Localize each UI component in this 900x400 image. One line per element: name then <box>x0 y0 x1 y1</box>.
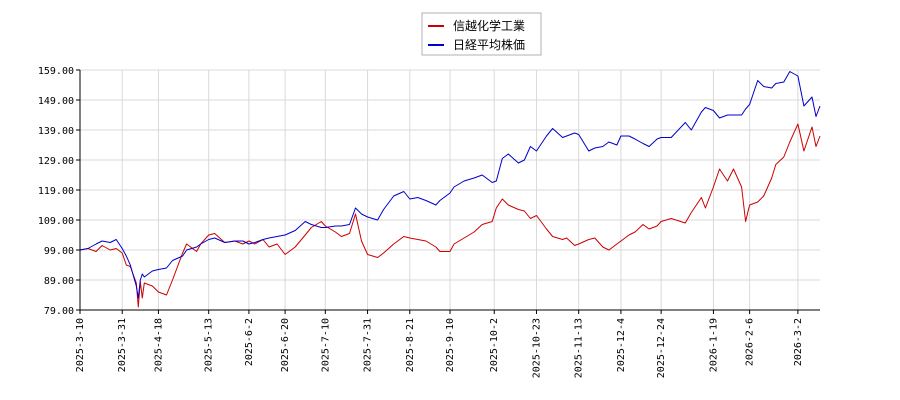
x-tick-label: 2025-6-2 <box>244 318 255 366</box>
legend: 信越化学工業 日経平均株価 <box>421 12 542 56</box>
series-line-1 <box>79 123 821 308</box>
y-tick-label: 149.00 <box>38 96 74 107</box>
x-tick-label: 2025-4-18 <box>153 318 164 372</box>
series-line-2 <box>79 71 821 299</box>
y-tick-label: 79.00 <box>44 306 74 317</box>
y-tick-label: 109.00 <box>38 216 74 227</box>
x-tick-label: 2026-2-6 <box>745 318 756 366</box>
x-tick-label: 2025-7-10 <box>320 318 331 372</box>
x-tick-label: 2025-11-13 <box>574 318 585 378</box>
y-tick-label: 89.00 <box>44 276 74 287</box>
x-tick-label: 2025-3-31 <box>117 318 128 372</box>
series-group <box>79 71 821 308</box>
legend-label-series-2: 日経平均株価 <box>453 37 525 52</box>
x-tick-label: 2025-9-10 <box>445 318 456 372</box>
y-tick-label: 99.00 <box>44 246 74 257</box>
x-tick-label: 2026-3-2 <box>793 318 804 366</box>
x-tick-label: 2025-8-21 <box>405 318 416 372</box>
x-tick-label: 2025-12-24 <box>656 318 667 378</box>
x-tick-label: 2025-12-4 <box>616 318 627 372</box>
y-tick-label: 119.00 <box>38 186 74 197</box>
y-tick-label: 159.00 <box>38 66 74 77</box>
legend-label-series-1: 信越化学工業 <box>453 18 525 33</box>
grid <box>79 69 820 311</box>
x-tick-label: 2026-1-19 <box>708 318 719 372</box>
x-axis-ticks: 2025-3-10 2025-3-31 2025-4-18 2025-5-13 2025… <box>75 310 804 378</box>
y-tick-label: 129.00 <box>38 156 74 167</box>
x-tick-label: 2025-10-2 <box>489 318 500 372</box>
x-tick-label: 2025-7-31 <box>363 318 374 372</box>
x-tick-label: 2025-5-13 <box>204 318 215 372</box>
x-tick-label: 2025-6-20 <box>280 318 291 372</box>
x-tick-label: 2025-10-23 <box>531 318 542 378</box>
y-axis-ticks: 79.00 89.00 99.00 109.00 119.00 129.00 139.00 1… <box>38 66 80 317</box>
legend-box <box>421 12 542 56</box>
y-tick-label: 139.00 <box>38 126 74 137</box>
x-tick-label: 2025-3-10 <box>75 318 86 372</box>
